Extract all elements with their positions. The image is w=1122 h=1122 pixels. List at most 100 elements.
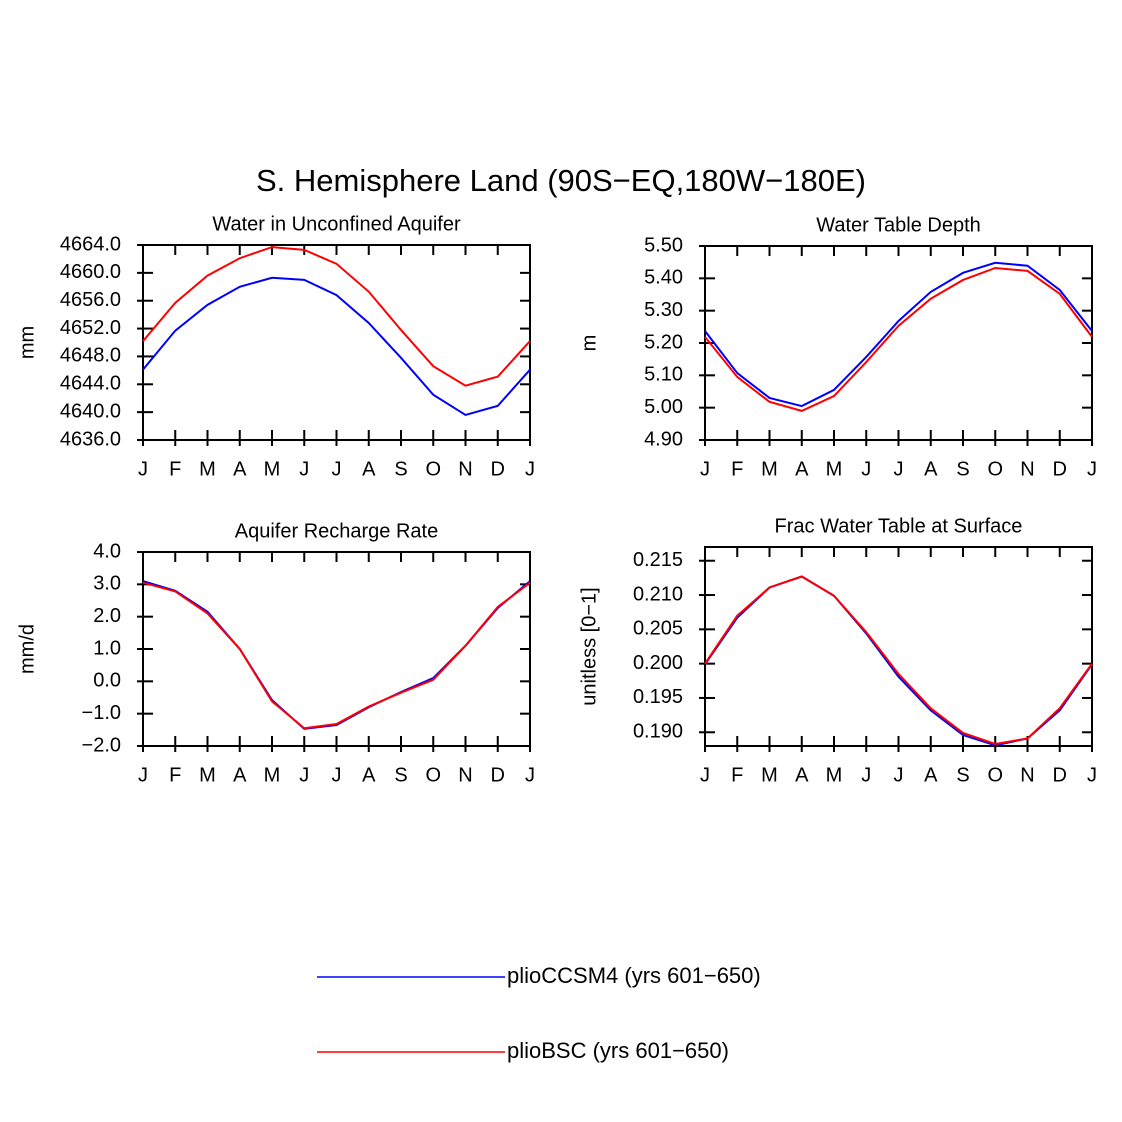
- x-tick-label: O: [987, 764, 1003, 786]
- y-tick-label: 4640.0: [60, 400, 121, 422]
- series-line: [704, 261, 1093, 408]
- y-tick-label: 4.90: [644, 428, 683, 450]
- x-tick-label: F: [169, 458, 181, 480]
- y-tick-label: 4660.0: [60, 261, 121, 283]
- x-tick-label: A: [233, 458, 247, 480]
- x-tick-label: A: [795, 458, 809, 480]
- legend-label: plioCCSM4 (yrs 601−650): [507, 963, 761, 988]
- panel-title: Water Table Depth: [816, 214, 981, 236]
- x-tick-label: J: [894, 764, 904, 786]
- x-tick-label: F: [731, 458, 743, 480]
- y-tick-label: 5.10: [644, 364, 683, 386]
- x-tick-label: M: [761, 458, 778, 480]
- series-line: [142, 580, 531, 730]
- y-tick-label: 0.200: [633, 652, 683, 674]
- x-tick-label: S: [956, 764, 969, 786]
- y-tick-label: 0.195: [633, 686, 683, 708]
- x-tick-label: J: [1087, 764, 1097, 786]
- x-tick-label: A: [362, 764, 376, 786]
- y-tick-label: 0.0: [93, 670, 121, 692]
- x-tick-label: J: [138, 764, 148, 786]
- x-tick-label: F: [731, 764, 743, 786]
- x-tick-label: N: [458, 764, 472, 786]
- x-tick-label: S: [956, 458, 969, 480]
- x-tick-label: D: [1053, 458, 1067, 480]
- figure-title: S. Hemisphere Land (90S−EQ,180W−180E): [256, 163, 866, 198]
- x-tick-label: A: [924, 458, 938, 480]
- x-tick-label: J: [299, 458, 309, 480]
- x-tick-label: M: [264, 458, 281, 480]
- x-tick-label: J: [861, 764, 871, 786]
- y-tick-label: 5.30: [644, 299, 683, 321]
- y-tick-label: 4644.0: [60, 373, 121, 395]
- series-line: [704, 575, 1093, 745]
- x-tick-label: M: [199, 764, 216, 786]
- y-tick-label: −1.0: [82, 702, 121, 724]
- series-line: [704, 575, 1093, 747]
- x-tick-label: N: [458, 458, 472, 480]
- x-tick-label: M: [761, 764, 778, 786]
- x-tick-label: F: [169, 764, 181, 786]
- x-tick-label: J: [525, 764, 535, 786]
- y-tick-label: 5.50: [644, 234, 683, 256]
- x-tick-label: A: [233, 764, 247, 786]
- x-tick-label: D: [1053, 764, 1067, 786]
- series-line: [704, 266, 1093, 412]
- y-tick-label: 5.20: [644, 331, 683, 353]
- legend-label: plioBSC (yrs 601−650): [507, 1038, 729, 1063]
- x-tick-label: M: [264, 764, 281, 786]
- y-tick-label: 0.210: [633, 583, 683, 605]
- x-tick-label: M: [199, 458, 216, 480]
- y-tick-label: 4652.0: [60, 317, 121, 339]
- x-tick-label: A: [362, 458, 376, 480]
- x-tick-label: O: [425, 764, 441, 786]
- x-tick-label: S: [394, 458, 407, 480]
- x-tick-label: J: [700, 458, 710, 480]
- y-tick-label: 0.190: [633, 721, 683, 743]
- plot-frame: [142, 551, 531, 747]
- panel-title: Water in Unconfined Aquifer: [212, 213, 461, 235]
- y-tick-label: 4.0: [93, 540, 121, 562]
- y-axis-label: mm/d: [16, 624, 38, 674]
- y-axis-label: mm: [16, 326, 38, 359]
- series-line: [142, 276, 531, 417]
- x-tick-label: J: [299, 764, 309, 786]
- x-tick-label: J: [332, 458, 342, 480]
- plot-frame: [704, 546, 1093, 747]
- panel-title: Aquifer Recharge Rate: [235, 520, 438, 542]
- x-tick-label: O: [425, 458, 441, 480]
- x-tick-label: O: [987, 458, 1003, 480]
- x-tick-label: N: [1020, 458, 1034, 480]
- x-tick-label: S: [394, 764, 407, 786]
- y-tick-label: 4636.0: [60, 428, 121, 450]
- x-tick-label: M: [826, 764, 843, 786]
- y-axis-label: unitless [0−1]: [578, 587, 600, 705]
- x-tick-label: N: [1020, 764, 1034, 786]
- x-tick-label: J: [700, 764, 710, 786]
- y-tick-label: 0.215: [633, 549, 683, 571]
- y-tick-label: 3.0: [93, 573, 121, 595]
- x-tick-label: D: [491, 458, 505, 480]
- x-tick-label: J: [138, 458, 148, 480]
- y-tick-label: −2.0: [82, 734, 121, 756]
- plot-frame: [142, 244, 531, 441]
- y-tick-label: 4648.0: [60, 345, 121, 367]
- y-tick-label: 4664.0: [60, 233, 121, 255]
- y-axis-label: m: [578, 335, 600, 352]
- x-tick-label: J: [894, 458, 904, 480]
- x-tick-label: M: [826, 458, 843, 480]
- x-tick-label: J: [861, 458, 871, 480]
- x-tick-label: A: [795, 764, 809, 786]
- x-tick-label: D: [491, 764, 505, 786]
- x-tick-label: J: [332, 764, 342, 786]
- x-tick-label: J: [525, 458, 535, 480]
- series-line: [142, 246, 531, 387]
- y-tick-label: 1.0: [93, 637, 121, 659]
- y-tick-label: 5.00: [644, 396, 683, 418]
- y-tick-label: 2.0: [93, 605, 121, 627]
- y-tick-label: 4656.0: [60, 289, 121, 311]
- series-line: [142, 581, 531, 730]
- y-tick-label: 5.40: [644, 267, 683, 289]
- panel-title: Frac Water Table at Surface: [775, 515, 1023, 537]
